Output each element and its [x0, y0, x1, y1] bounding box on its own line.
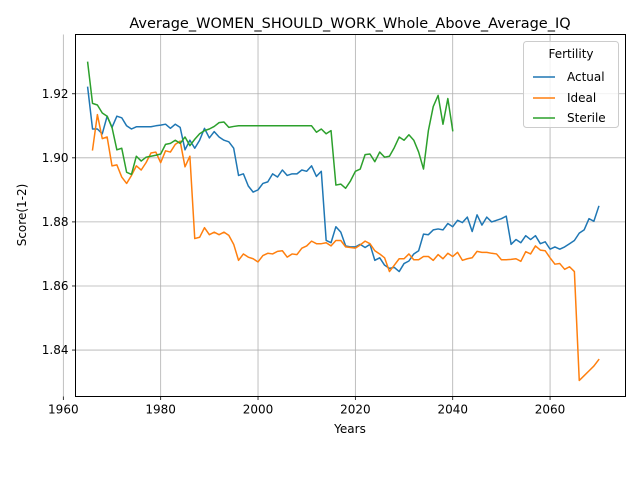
legend-label-sterile: Sterile [567, 111, 606, 125]
legend-title: Fertility [548, 47, 593, 61]
legend-label-ideal: Ideal [567, 91, 596, 105]
series-line-ideal [91, 113, 600, 382]
y-tick-label: 1.88 [42, 215, 69, 229]
legend-box [523, 41, 619, 128]
x-tick-label: 2000 [243, 403, 274, 417]
x-tick-label: 1980 [145, 403, 176, 417]
ticks: 1960 1980 2000 2020 2040 2060 1.84 1.86 1.88 1.90… [42, 87, 566, 417]
legend: Fertility Actual Ideal Sterile [523, 41, 619, 128]
x-axis-title: Years [333, 422, 366, 436]
plot-frame [75, 34, 626, 397]
series-layer [86, 61, 600, 382]
y-tick-label: 1.92 [42, 87, 69, 101]
x-tick-label: 2040 [437, 403, 468, 417]
x-tick-label: 2020 [340, 403, 371, 417]
series-line-actual [86, 86, 600, 273]
y-axis-title: Score(1-2) [15, 184, 29, 247]
legend-label-actual: Actual [567, 70, 605, 84]
y-tick-label: 1.84 [42, 343, 69, 357]
x-tick-label: 1960 [48, 403, 79, 417]
y-tick-label: 1.90 [42, 151, 69, 165]
chart-title: Average_WOMEN_SHOULD_WORK_Whole_Above_Av… [129, 16, 570, 32]
series-line-sterile [86, 61, 454, 190]
x-tick-label: 2060 [535, 403, 566, 417]
y-tick-label: 1.86 [42, 279, 69, 293]
